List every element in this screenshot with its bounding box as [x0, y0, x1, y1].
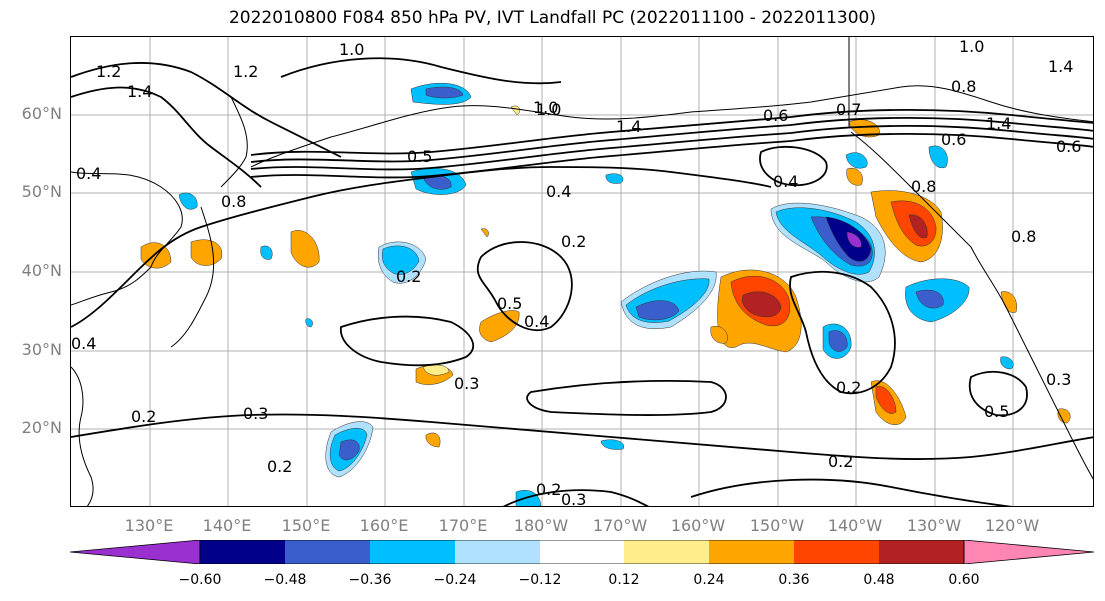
contour-label: 1.4 — [1048, 57, 1073, 76]
lat-label-20n: 20°N — [21, 418, 62, 437]
contour-label: 1.0 — [959, 37, 984, 56]
contour-label: 1.4 — [986, 114, 1011, 133]
colorbar-extend-low — [70, 540, 201, 564]
contour-label: 0.8 — [221, 192, 246, 211]
coastlines — [71, 37, 1093, 506]
lon-label-130w: 130°W — [906, 516, 962, 535]
lon-label-140w: 140°W — [827, 516, 883, 535]
colorbar-tick: −0.60 — [178, 572, 222, 588]
colorbar-segment — [540, 540, 624, 564]
lon-label-170w: 170°W — [592, 516, 648, 535]
contour-label: 1.4 — [616, 117, 641, 136]
lat-label-30n: 30°N — [21, 340, 62, 359]
lon-label-140e: 140°E — [202, 516, 252, 535]
contour-label: 0.7 — [836, 100, 861, 119]
colorbar-segment — [200, 540, 285, 564]
contour-label: 0.5 — [984, 402, 1009, 421]
lon-label-150e: 150°E — [281, 516, 331, 535]
contour-label: 1.0 — [536, 100, 561, 119]
colorbar-tick: −0.12 — [518, 572, 562, 588]
lon-label-160e: 160°E — [359, 516, 409, 535]
contour-label: 0.4 — [546, 182, 571, 201]
colorbar-extend-high — [963, 540, 1094, 564]
colorbar-segment — [285, 540, 370, 564]
lon-label-130e: 130°E — [124, 516, 174, 535]
colorbar-tick: 0.48 — [863, 572, 895, 588]
contour-label: 0.4 — [773, 172, 798, 191]
contour-label: 0.3 — [561, 490, 586, 507]
colorbar-tick: −0.24 — [433, 572, 477, 588]
colorbar-tick: −0.48 — [263, 572, 307, 588]
colorbar-segment — [794, 540, 879, 564]
contour-label: 1.4 — [127, 82, 152, 101]
colorbar-tick: 0.12 — [608, 572, 640, 588]
lon-label-160w: 160°W — [670, 516, 726, 535]
contour-label: 1.2 — [233, 62, 258, 81]
contour-label: 0.6 — [941, 130, 966, 149]
contour-label: 1.2 — [96, 62, 121, 81]
contour-label: 0.4 — [76, 164, 101, 183]
lat-label-40n: 40°N — [21, 261, 62, 280]
lon-label-120w: 120°W — [984, 516, 1040, 535]
contour-label: 0.2 — [536, 480, 561, 499]
colorbar-tick: 0.60 — [948, 572, 980, 588]
contour-label: 0.2 — [131, 407, 156, 426]
colorbar-segment — [455, 540, 540, 564]
lat-label-50n: 50°N — [21, 182, 62, 201]
colorbar-segment — [709, 540, 794, 564]
colorbar-tick: 0.24 — [693, 572, 725, 588]
contour-label: 0.5 — [407, 147, 432, 166]
colorbar-segment — [624, 540, 709, 564]
contour-label: 0.2 — [267, 457, 292, 476]
contour-label: 0.3 — [1046, 370, 1071, 389]
map-canvas: 1.0 1.2 1.4 1.2 1.0 1.4 0.4 0.8 0.5 1.0 … — [71, 37, 1093, 507]
contour-label: 0.8 — [911, 177, 936, 196]
contour-label: 0.2 — [828, 452, 853, 471]
contour-label: 1.0 — [533, 98, 558, 117]
shaded-anomalies — [140, 83, 1071, 506]
contour-label: 0.4 — [524, 312, 549, 331]
contour-labels: 1.0 1.2 1.4 1.2 1.0 1.4 0.4 0.8 0.5 1.0 … — [71, 37, 1081, 507]
colorbar-tick: −0.36 — [348, 572, 392, 588]
contour-label: 1.0 — [339, 40, 364, 59]
contour-label: 0.3 — [454, 374, 479, 393]
contour-label: 0.2 — [561, 232, 586, 251]
contour-label: 0.2 — [836, 378, 861, 397]
colorbar — [70, 540, 1094, 564]
pv-contours — [71, 57, 1093, 506]
contour-label: 0.8 — [1011, 227, 1036, 246]
contour-label: 0.6 — [763, 106, 788, 125]
colorbar-segment — [370, 540, 455, 564]
lon-label-170e: 170°E — [438, 516, 488, 535]
gridlines — [71, 37, 1093, 506]
contour-label: 0.6 — [1056, 137, 1081, 156]
map-title: 2022010800 F084 850 hPa PV, IVT Landfall… — [228, 8, 876, 28]
colorbar-segment — [879, 540, 964, 564]
contour-label: 0.5 — [497, 294, 522, 313]
lon-label-180w: 180°W — [513, 516, 569, 535]
contour-label: 0.2 — [396, 267, 421, 286]
colorbar-tick: 0.36 — [778, 572, 810, 588]
contour-label: 0.4 — [71, 334, 96, 353]
lon-label-150w: 150°W — [749, 516, 805, 535]
lat-label-60n: 60°N — [21, 104, 62, 123]
map-panel: 1.0 1.2 1.4 1.2 1.0 1.4 0.4 0.8 0.5 1.0 … — [70, 36, 1094, 507]
contour-label: 0.8 — [951, 77, 976, 96]
contour-label: 0.3 — [243, 404, 268, 423]
